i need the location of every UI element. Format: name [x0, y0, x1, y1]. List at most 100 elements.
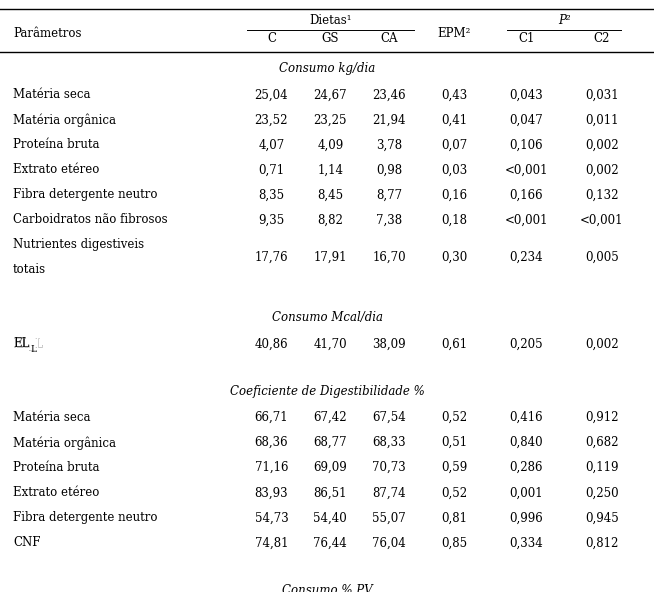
Text: C2: C2 — [593, 32, 610, 45]
Text: 0,234: 0,234 — [509, 251, 543, 264]
Text: 0,119: 0,119 — [585, 461, 619, 474]
Text: 0,52: 0,52 — [441, 411, 468, 424]
Text: Extrato etéreo: Extrato etéreo — [13, 486, 99, 499]
Text: 0,18: 0,18 — [441, 214, 468, 227]
Text: 4,07: 4,07 — [258, 139, 284, 152]
Text: 0,16: 0,16 — [441, 188, 468, 201]
Text: 0,286: 0,286 — [509, 461, 543, 474]
Text: 68,77: 68,77 — [313, 436, 347, 449]
Text: 9,35: 9,35 — [258, 214, 284, 227]
Text: 0,166: 0,166 — [509, 188, 543, 201]
Text: Matéria orgânica: Matéria orgânica — [13, 114, 116, 127]
Text: 67,54: 67,54 — [372, 411, 406, 424]
Text: 0,205: 0,205 — [509, 337, 543, 350]
Text: 0,71: 0,71 — [258, 163, 284, 176]
Text: 0,85: 0,85 — [441, 536, 468, 549]
Text: 3,78: 3,78 — [376, 139, 402, 152]
Text: Consumo Mcal/dia: Consumo Mcal/dia — [271, 311, 383, 324]
Text: Matéria seca: Matéria seca — [13, 411, 91, 424]
Text: 0,945: 0,945 — [585, 511, 619, 525]
Text: 0,002: 0,002 — [585, 163, 619, 176]
Text: 0,002: 0,002 — [585, 337, 619, 350]
Text: 38,09: 38,09 — [372, 337, 406, 350]
Text: 66,71: 66,71 — [254, 411, 288, 424]
Text: 40,86: 40,86 — [254, 337, 288, 350]
Text: 70,73: 70,73 — [372, 461, 406, 474]
Text: 69,09: 69,09 — [313, 461, 347, 474]
Text: 0,43: 0,43 — [441, 88, 468, 101]
Text: 0,011: 0,011 — [585, 114, 619, 127]
Text: 0,840: 0,840 — [509, 436, 543, 449]
Text: 0,52: 0,52 — [441, 486, 468, 499]
Text: 0,334: 0,334 — [509, 536, 543, 549]
Text: Parâmetros: Parâmetros — [13, 27, 82, 40]
Text: 0,59: 0,59 — [441, 461, 468, 474]
Text: 8,82: 8,82 — [317, 214, 343, 227]
Text: 0,51: 0,51 — [441, 436, 468, 449]
Text: GS: GS — [322, 32, 339, 45]
Text: Dietas¹: Dietas¹ — [309, 14, 351, 27]
Text: 0,81: 0,81 — [441, 511, 468, 525]
Text: 8,45: 8,45 — [317, 188, 343, 201]
Text: C: C — [267, 32, 276, 45]
Text: 0,98: 0,98 — [376, 163, 402, 176]
Text: 55,07: 55,07 — [372, 511, 406, 525]
Text: 74,81: 74,81 — [254, 536, 288, 549]
Text: 17,91: 17,91 — [313, 251, 347, 264]
Text: 0,031: 0,031 — [585, 88, 619, 101]
Text: 0,682: 0,682 — [585, 436, 619, 449]
Text: 24,67: 24,67 — [313, 88, 347, 101]
Text: EPM²: EPM² — [438, 27, 472, 40]
Text: 25,04: 25,04 — [254, 88, 288, 101]
Text: 16,70: 16,70 — [372, 251, 406, 264]
Text: 0,416: 0,416 — [509, 411, 543, 424]
Text: 68,33: 68,33 — [372, 436, 406, 449]
Text: EL_L: EL_L — [13, 337, 43, 350]
Text: 0,132: 0,132 — [585, 188, 619, 201]
Text: Fibra detergente neutro: Fibra detergente neutro — [13, 511, 158, 525]
Text: Coeficiente de Digestibilidade %: Coeficiente de Digestibilidade % — [230, 385, 424, 398]
Text: Fibra detergente neutro: Fibra detergente neutro — [13, 188, 158, 201]
Text: 0,106: 0,106 — [509, 139, 543, 152]
Text: Proteína bruta: Proteína bruta — [13, 139, 99, 152]
Text: 87,74: 87,74 — [372, 486, 406, 499]
Text: 0,002: 0,002 — [585, 139, 619, 152]
Text: Carboidratos não fibrosos: Carboidratos não fibrosos — [13, 214, 167, 227]
Text: EL: EL — [13, 337, 29, 350]
Text: 0,005: 0,005 — [585, 251, 619, 264]
Text: Matéria orgânica: Matéria orgânica — [13, 436, 116, 450]
Text: 7,38: 7,38 — [376, 214, 402, 227]
Text: 4,09: 4,09 — [317, 139, 343, 152]
Text: 86,51: 86,51 — [313, 486, 347, 499]
Text: 0,03: 0,03 — [441, 163, 468, 176]
Text: totais: totais — [13, 263, 46, 276]
Text: 0,912: 0,912 — [585, 411, 619, 424]
Text: 0,61: 0,61 — [441, 337, 468, 350]
Text: EL_L: EL_L — [13, 337, 43, 350]
Text: CA: CA — [381, 32, 398, 45]
Text: 0,047: 0,047 — [509, 114, 543, 127]
Text: 0,41: 0,41 — [441, 114, 468, 127]
Text: 0,30: 0,30 — [441, 251, 468, 264]
Text: <0,001: <0,001 — [505, 214, 548, 227]
Text: C1: C1 — [518, 32, 535, 45]
Text: 67,42: 67,42 — [313, 411, 347, 424]
Text: Nutrientes digestiveis: Nutrientes digestiveis — [13, 239, 144, 252]
Text: <0,001: <0,001 — [580, 214, 623, 227]
Text: 0,996: 0,996 — [509, 511, 543, 525]
Text: 23,25: 23,25 — [313, 114, 347, 127]
Text: 0,07: 0,07 — [441, 139, 468, 152]
Text: 76,04: 76,04 — [372, 536, 406, 549]
Text: L: L — [31, 345, 37, 355]
Text: 8,77: 8,77 — [376, 188, 402, 201]
Text: 76,44: 76,44 — [313, 536, 347, 549]
Text: CNF: CNF — [13, 536, 41, 549]
Text: 68,36: 68,36 — [254, 436, 288, 449]
Text: 21,94: 21,94 — [372, 114, 406, 127]
Text: Matéria seca: Matéria seca — [13, 88, 91, 101]
Text: 71,16: 71,16 — [254, 461, 288, 474]
Text: 8,35: 8,35 — [258, 188, 284, 201]
Text: 0,001: 0,001 — [509, 486, 543, 499]
Text: Consumo kg/dia: Consumo kg/dia — [279, 62, 375, 75]
Text: 17,76: 17,76 — [254, 251, 288, 264]
